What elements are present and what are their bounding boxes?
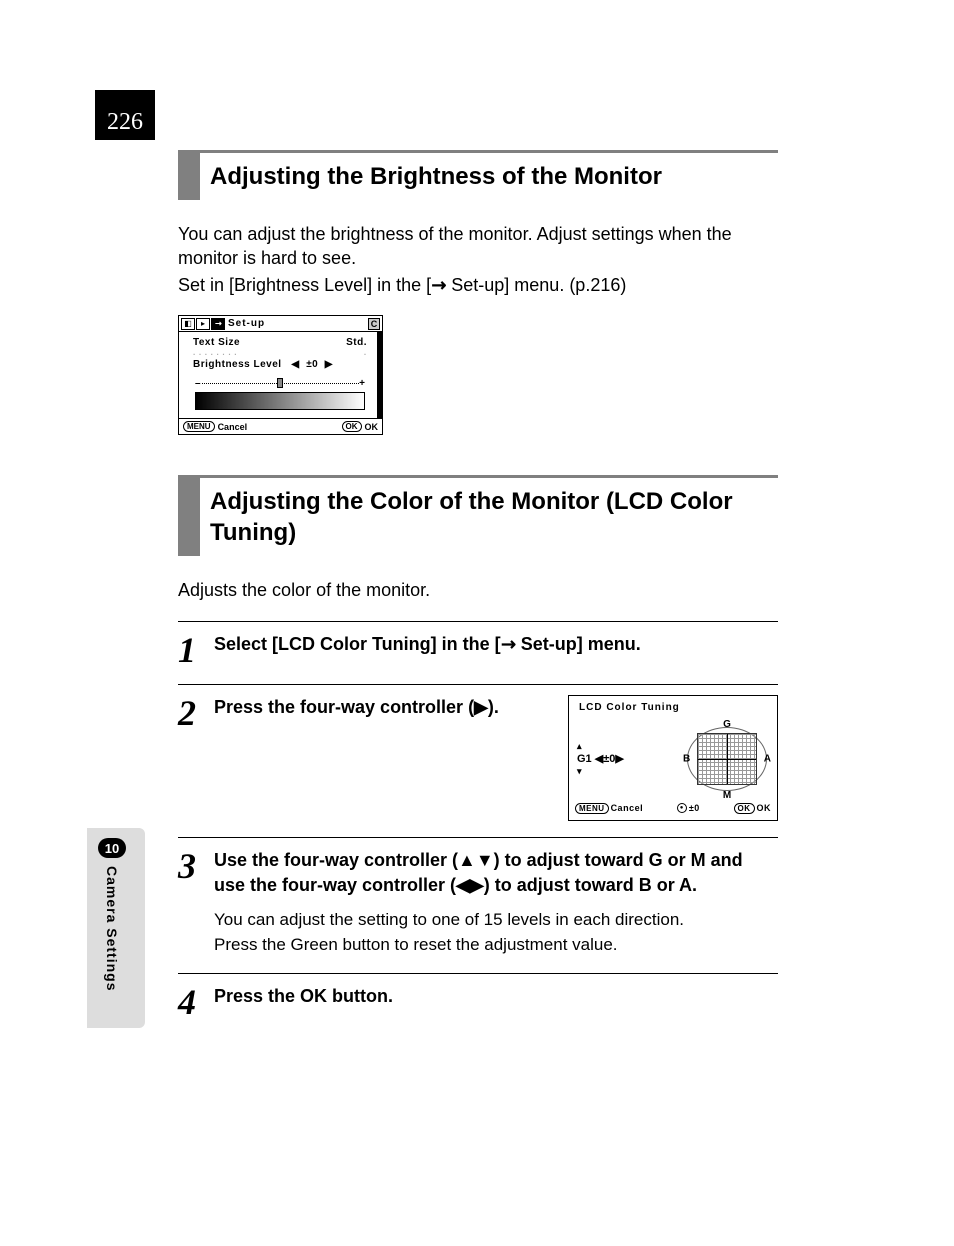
heading-accent <box>178 478 200 556</box>
textsize-label: Text Size <box>193 337 240 348</box>
lcd2-footer: MENU Cancel ● ±0 OK OK <box>575 803 771 814</box>
lcd-tab-camera-icon: ◧ <box>181 318 195 330</box>
heading-accent <box>178 153 200 200</box>
step1-title-b: Set-up] menu. <box>516 634 641 654</box>
intro-line2a: Set in [Brightness Level] in the [ <box>178 275 431 295</box>
step4-title-a: Press the <box>214 986 300 1006</box>
intro-line2b: Set-up] menu. (p.216) <box>446 275 626 295</box>
step-2: 2 Press the four-way controller (▶). LCD… <box>178 684 778 821</box>
lcd-brightness-row: Brightness Level ◀ ±0 ▶ <box>187 357 373 372</box>
slider-minus-icon: – <box>195 378 201 389</box>
lcd2-title: LCD Color Tuning <box>579 702 771 713</box>
intro-line2: Set in [Brightness Level] in the [↘ Set-… <box>178 273 778 297</box>
cancel-label: Cancel <box>218 422 248 432</box>
step-3: 3 Use the four-way controller (▲▼) to ad… <box>178 837 778 958</box>
step3-desc2: Press the Green button to reset the adju… <box>214 933 778 958</box>
slider-knob <box>277 378 283 388</box>
label-a: A <box>764 753 771 764</box>
green-button-icon: ● <box>677 803 687 813</box>
brightness-label: Brightness Level <box>193 359 282 370</box>
lcd-title: Set-up <box>228 318 265 329</box>
section2-title: Adjusting the Color of the Monitor (LCD … <box>200 478 778 556</box>
step-number: 1 <box>178 632 202 668</box>
step-1: 1 Select [LCD Color Tuning] in the [↘ Se… <box>178 621 778 668</box>
ok-label: OK <box>757 803 772 813</box>
menu-pill: MENU <box>575 803 609 814</box>
step-4: 4 Press the OK button. <box>178 973 778 1020</box>
reset-label: ±0 <box>689 803 700 813</box>
up-arrow-icon: ▴ <box>577 741 582 751</box>
step-number: 2 <box>178 695 202 821</box>
brightness-slider: – + <box>195 378 365 388</box>
brightness-gradient <box>195 392 365 410</box>
lcd-color-tuning-screenshot: LCD Color Tuning ▴ G1 ◀±0▶ ▾ G M B <box>568 695 778 821</box>
step-list: 1 Select [LCD Color Tuning] in the [↘ Se… <box>178 621 778 1021</box>
lcd-footer: MENU Cancel OK OK <box>179 418 382 434</box>
slider-plus-icon: + <box>359 378 365 389</box>
step4-title-b: button. <box>327 986 393 1006</box>
color-grid: G M B A <box>687 727 767 791</box>
lcd-row-faded: · · · · · · · ·· <box>187 349 373 357</box>
textsize-value: Std. <box>346 337 367 348</box>
step3-desc: You can adjust the setting to one of 15 … <box>214 908 778 957</box>
section-heading: Adjusting the Color of the Monitor (LCD … <box>178 475 778 556</box>
readout-val: ±0 <box>603 753 615 765</box>
step2-title: Press the four-way controller (▶). <box>214 695 550 811</box>
brightness-value: ±0 <box>306 359 318 370</box>
step1-title-a: Select [LCD Color Tuning] in the [ <box>214 634 501 654</box>
lcd-tab-setup-icon: ↘ <box>211 318 225 330</box>
step4-title: Press the OK button. <box>214 984 778 1009</box>
step-number: 4 <box>178 984 202 1020</box>
lcd-brightness-screenshot: ◧ ▸ ↘ Set-up C Text Size Std. · · · · · … <box>178 315 383 435</box>
sidebar-tab: 10 Camera Settings <box>98 838 126 991</box>
lcd2-mid: ▴ G1 ◀±0▶ ▾ G M B A <box>575 727 771 791</box>
section1-intro: You can adjust the brightness of the mon… <box>178 222 778 297</box>
lcd-tab-play-icon: ▸ <box>196 318 210 330</box>
section-heading: Adjusting the Brightness of the Monitor <box>178 150 778 200</box>
down-arrow-icon: ▾ <box>577 766 582 776</box>
readout-g: G1 <box>577 753 592 765</box>
step3-title: Use the four-way controller (▲▼) to adju… <box>214 848 778 898</box>
lcd2-readout: ▴ G1 ◀±0▶ ▾ <box>577 740 624 777</box>
lcd-body: Text Size Std. · · · · · · · ·· Brightne… <box>179 332 382 418</box>
ok-pill: OK <box>734 803 755 814</box>
chapter-label: Camera Settings <box>104 866 120 991</box>
lcd-row-textsize: Text Size Std. <box>187 336 373 349</box>
cancel-label: Cancel <box>611 803 644 813</box>
section1-title: Adjusting the Brightness of the Monitor <box>200 153 662 200</box>
page-content: Adjusting the Brightness of the Monitor … <box>178 150 778 1020</box>
step-number: 3 <box>178 848 202 958</box>
label-m: M <box>723 790 731 801</box>
ok-label: OK <box>365 422 379 432</box>
ok-pill: OK <box>342 421 362 432</box>
label-b: B <box>683 753 690 764</box>
lcd-corner-c: C <box>368 318 380 330</box>
section2-intro-text: Adjusts the color of the monitor. <box>178 578 778 602</box>
ok-text: OK <box>300 986 327 1006</box>
page-number: 226 <box>95 90 155 140</box>
menu-pill: MENU <box>183 421 215 432</box>
chapter-number-badge: 10 <box>98 838 126 858</box>
color-grid-cells <box>697 733 757 785</box>
lcd-titlebar: ◧ ▸ ↘ Set-up C <box>179 316 382 332</box>
intro-line1: You can adjust the brightness of the mon… <box>178 222 778 271</box>
step3-desc1: You can adjust the setting to one of 15 … <box>214 908 778 933</box>
section2-intro: Adjusts the color of the monitor. <box>178 578 778 602</box>
label-g: G <box>723 719 731 730</box>
step1-title: Select [LCD Color Tuning] in the [↘ Set-… <box>214 632 778 657</box>
